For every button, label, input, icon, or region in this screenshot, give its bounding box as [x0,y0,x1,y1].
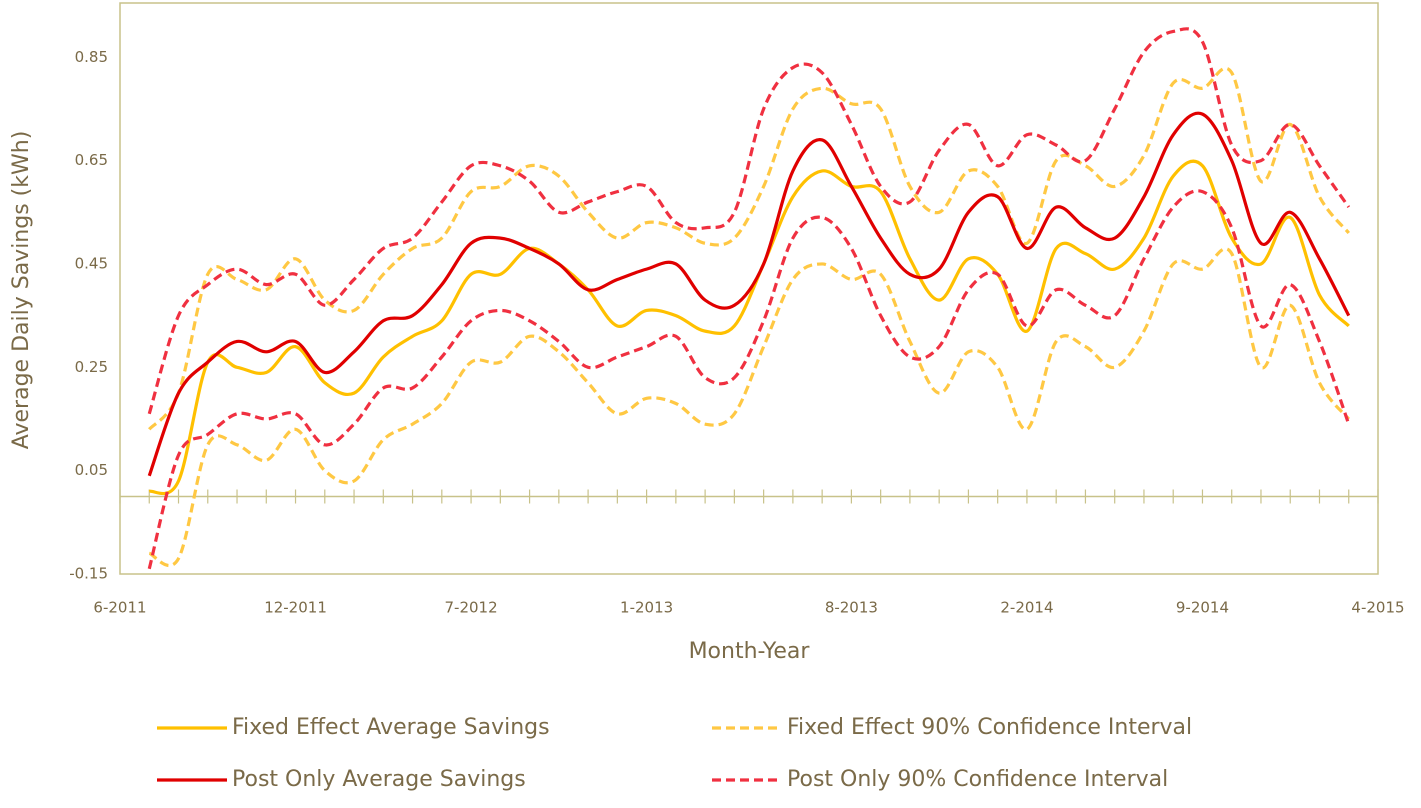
ci-line [148,66,1350,431]
x-tick-label: 1-2013 [620,599,673,617]
plot-frame [119,2,1379,575]
legend-label: Post Only Average Savings [232,767,526,792]
y-tick-label: 0.05 [75,461,108,479]
y-tick-label: 0.25 [75,358,108,376]
y-tick-label: -0.15 [69,565,108,583]
x-tick-label: 9-2014 [1176,599,1229,617]
x-tick-label: 4-2015 [1351,599,1404,617]
ci-line [148,247,1350,568]
x-tick-label: 6-2011 [93,599,146,617]
ci-line [147,27,1351,415]
savings-line [147,111,1351,477]
x-axis-title: Month-Year [689,639,811,664]
y-tick-label: 0.65 [75,151,108,169]
x-tick-label: 7-2012 [444,599,497,617]
x-tick-label: 12-2011 [264,599,327,617]
y-axis-title: Average Daily Savings (kWh) [9,131,34,450]
y-tick-label: 0.85 [75,48,108,66]
legend-label: Fixed Effect Average Savings [232,715,550,740]
x-tick-label: 2-2014 [1000,599,1053,617]
legend-label: Post Only 90% Confidence Interval [787,767,1168,792]
legend-label: Fixed Effect 90% Confidence Interval [787,715,1192,740]
x-tick-label: 8-2013 [825,599,878,617]
y-tick-label: 0.45 [75,254,108,272]
ci-line [147,189,1351,570]
